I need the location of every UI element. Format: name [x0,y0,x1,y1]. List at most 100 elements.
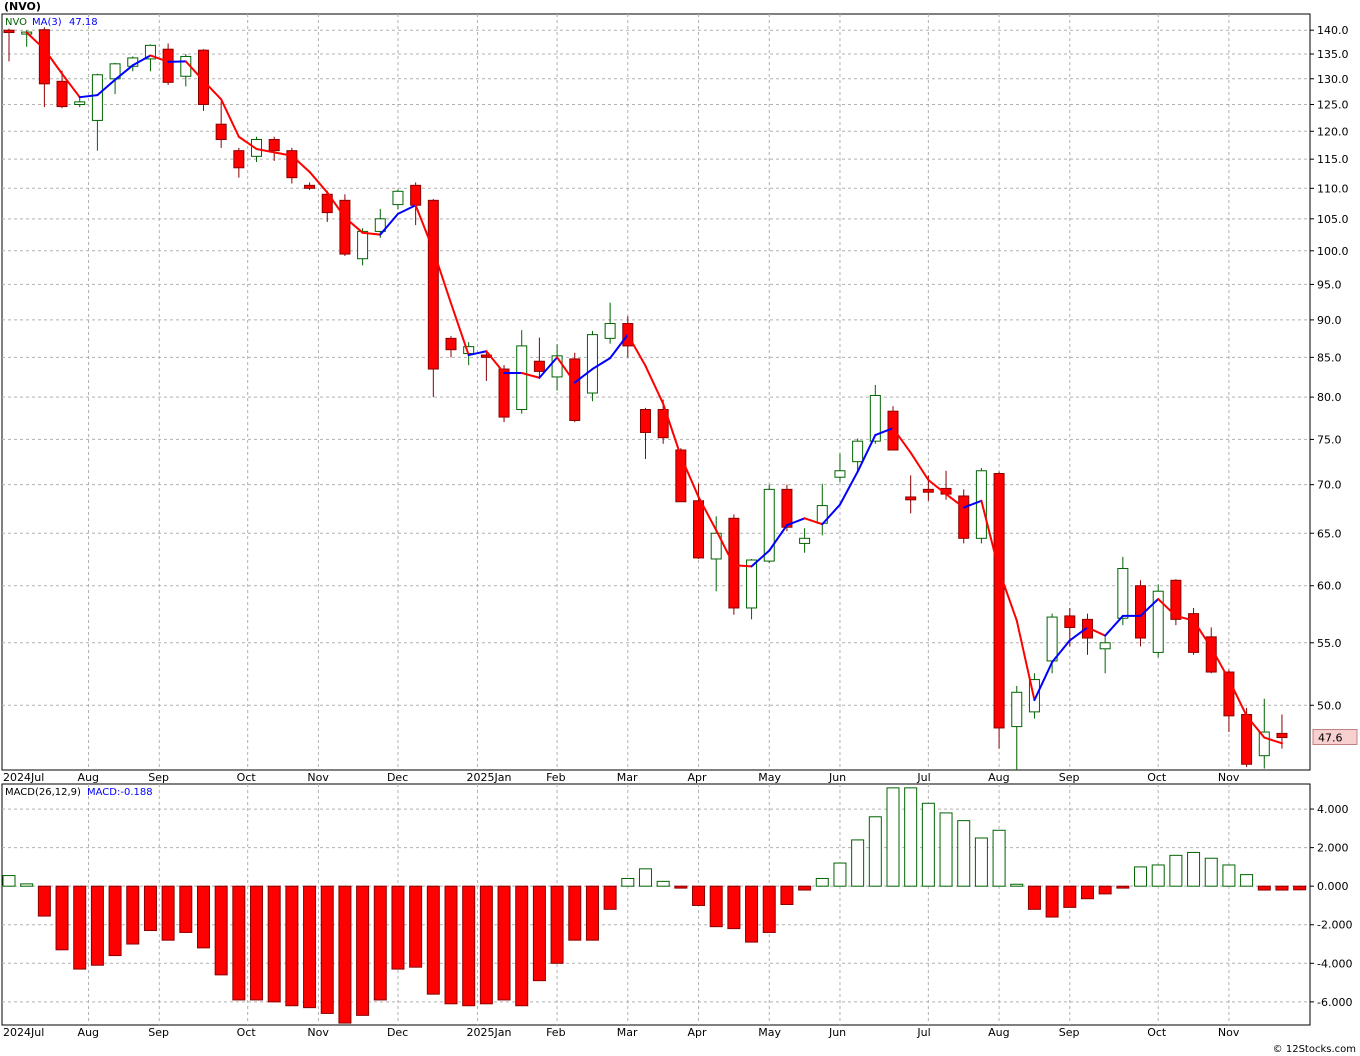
price-x-label: Sep [148,771,169,784]
price-x-label: Nov [307,771,329,784]
macd-x-label: Feb [546,1026,565,1039]
ma3-segment [980,499,1001,572]
ma3-segment [114,64,134,81]
candle [215,101,227,148]
candle-body [905,496,917,501]
ma3-segment [131,54,152,67]
ma3-segment [626,333,647,367]
candle [56,70,68,109]
macd-bar [1063,885,1077,908]
ma3-segment [591,357,612,371]
ma3-segment [432,249,452,305]
candle [1258,698,1270,769]
macd-bar [585,885,599,941]
candle-body [1241,714,1253,765]
candle [551,344,563,391]
candle [74,96,86,108]
price-tick-label: 95.0 [1317,278,1342,291]
candle-body [374,218,386,232]
candle [516,330,528,414]
macd-bar [1116,885,1130,889]
macd-bar [250,885,264,1001]
macd-bar [638,868,652,887]
ma3-segment [556,356,576,384]
ma3-segment [202,79,223,101]
macd-bar [745,885,759,943]
candle-body [834,470,846,478]
macd-bar [1134,866,1148,887]
ma3-segment [396,204,417,215]
candle-body [586,334,598,394]
ma3-segment [609,333,629,360]
ma3-segment [768,524,788,552]
price-x-label: 2024Jul [3,771,44,784]
ma3-segment [962,499,983,509]
ma3-segment [61,72,81,99]
candle [392,189,404,210]
ma3-segment [450,302,470,357]
macd-bar [1169,854,1183,887]
macd-bar [108,885,122,957]
macd-bar [692,885,706,906]
candle-body [1011,691,1023,728]
macd-bar [1080,885,1094,900]
candle [604,302,616,344]
price-tick-label: 50.0 [1317,699,1342,712]
ma3-segment [1051,639,1071,664]
macd-x-label: Dec [387,1026,408,1039]
macd-bar [603,885,617,910]
macd-bar [1240,874,1254,887]
macd-bar [939,812,953,887]
macd-bar [815,877,829,887]
macd-bar [232,885,246,1001]
macd-x-label: Nov [1218,1026,1240,1039]
ma3-segment [892,427,912,454]
candle [993,471,1005,749]
macd-bar [73,885,87,970]
ma3-segment [945,493,965,509]
price-tick-label: 65.0 [1317,527,1342,540]
ma3-segment [237,135,258,150]
candle-body [922,488,934,493]
candle-body [516,345,528,411]
candle [286,147,298,184]
macd-x-label: Mar [617,1026,638,1039]
candle [321,190,333,222]
price-tick-label: 55.0 [1317,637,1342,650]
macd-legend-value: MACD:-0.188 [87,787,153,798]
candle-body [233,150,245,169]
ma3-segment [78,94,99,99]
macd-bar [851,839,865,887]
macd-x-label: Jul [916,1026,930,1039]
macd-bar [1275,885,1289,891]
ma3-segment [273,151,293,157]
candle-body [569,358,581,421]
ma3-segment [255,147,276,154]
ma3-segment [538,356,559,379]
ma3-segment [343,216,364,234]
price-tick-label: 70.0 [1317,479,1342,492]
candle-body [91,74,103,121]
macd-tick-label: 2.000 [1317,842,1349,855]
candle-body [852,440,864,463]
candle-body [869,394,881,442]
ma3-segment [662,402,682,458]
candle-body [693,500,705,559]
price-x-label: Aug [988,771,1009,784]
macd-x-label: Aug [988,1026,1009,1039]
copyright-footer: © 12Stocks.com [1272,1044,1356,1055]
candle [799,528,811,553]
macd-bar [143,885,157,932]
price-x-label: Apr [688,771,708,784]
ma3-segment [485,350,506,374]
candle [268,136,280,161]
macd-bar [515,885,529,1007]
candle [374,208,386,238]
macd-bar [214,885,228,976]
macd-bar [1027,885,1041,910]
macd-bar [727,885,741,930]
candle [1152,584,1164,658]
candle-body [799,537,811,544]
candle [1011,685,1023,770]
ma3-segment [644,364,665,405]
